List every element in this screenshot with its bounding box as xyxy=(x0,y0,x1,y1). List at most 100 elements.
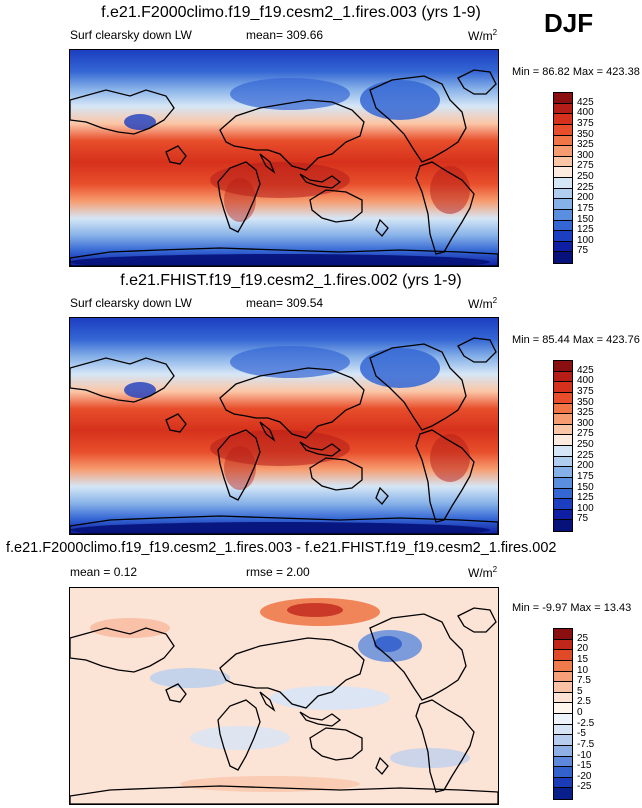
colorbar-tick-label: 125 xyxy=(577,224,594,236)
colorbar-swatch xyxy=(554,477,572,489)
colorbar-tick-label: 400 xyxy=(577,375,594,387)
colorbar-swatch xyxy=(554,724,572,736)
coastline xyxy=(259,153,276,174)
colorbar-tick-label: 425 xyxy=(577,96,594,108)
field-blob xyxy=(360,80,440,120)
colorbar-swatch xyxy=(554,361,572,372)
coastline xyxy=(299,441,342,457)
colorbar-swatch xyxy=(554,467,572,478)
panel3-minmax: Min = -9.97 Max = 13.43 xyxy=(512,602,632,614)
colorbar-swatch xyxy=(554,403,572,415)
colorbar-swatch xyxy=(554,382,572,393)
colorbar-tick-label: -10 xyxy=(577,749,592,761)
field-blob xyxy=(390,748,470,768)
coastline xyxy=(165,683,187,703)
colorbar-swatch xyxy=(554,424,572,436)
coastline xyxy=(70,247,498,266)
coastline xyxy=(369,613,467,701)
coastline xyxy=(70,357,175,403)
colorbar-swatch xyxy=(554,414,572,425)
coastline xyxy=(415,699,475,793)
colorbar-tick-label: 425 xyxy=(577,364,594,376)
colorbar-tick-label: 325 xyxy=(577,139,594,151)
colorbar-swatch xyxy=(554,788,572,799)
panel1-title: f.e21.F2000climo.f19_f19.cesm2_1.fires.0… xyxy=(101,4,481,21)
field-blob xyxy=(230,78,350,110)
colorbar-swatch xyxy=(554,156,572,168)
colorbar-swatch xyxy=(554,692,572,704)
colorbar-swatch xyxy=(554,178,572,189)
colorbar-swatch xyxy=(554,671,572,683)
colorbar-swatch xyxy=(554,682,572,693)
panel1-units: W/m2 xyxy=(468,28,498,43)
coastline xyxy=(415,429,475,523)
colorbar-tick-label: 375 xyxy=(577,117,594,129)
colorbar-swatch xyxy=(554,456,572,468)
coastline xyxy=(369,75,467,163)
coastline xyxy=(457,337,497,363)
coastline xyxy=(165,145,187,165)
colorbar-swatch xyxy=(554,93,572,104)
colorbar-tick-label: 175 xyxy=(577,202,594,214)
colorbar-swatch xyxy=(554,209,572,221)
coastline xyxy=(375,218,389,237)
colorbar-tick-label: 275 xyxy=(577,428,594,440)
field-blob xyxy=(374,636,402,652)
colorbar-tick-label: 150 xyxy=(577,481,594,493)
colorbar-tick-label: 20 xyxy=(577,643,589,655)
field-blob xyxy=(430,434,470,482)
colorbar-swatch xyxy=(554,745,572,757)
colorbar-tick-label: -7.5 xyxy=(577,738,595,750)
colorbar-tick-label: -5 xyxy=(577,728,586,740)
colorbar-swatch xyxy=(554,114,572,125)
coastline xyxy=(375,486,389,505)
coastline xyxy=(375,756,389,775)
colorbar-swatch xyxy=(554,767,572,778)
colorbar-swatch xyxy=(554,499,572,510)
colorbar-swatch xyxy=(554,703,572,714)
panel2-variable: Surf clearsky down LW xyxy=(70,296,192,310)
colorbar-tick-label: 175 xyxy=(577,470,594,482)
colorbar-swatch xyxy=(554,714,572,725)
colorbar-tick-label: 400 xyxy=(577,107,594,119)
panel2-colorbar xyxy=(553,360,573,532)
panel1-mean: mean= 309.66 xyxy=(246,28,324,42)
field-blob xyxy=(180,776,360,792)
colorbar-tick-label: 200 xyxy=(577,192,594,204)
colorbar-swatch xyxy=(554,146,572,157)
field-blob xyxy=(360,348,440,388)
colorbar-tick-label: 200 xyxy=(577,460,594,472)
panel2-minmax: Min = 85.44 Max = 423.76 xyxy=(512,334,640,346)
coastline xyxy=(309,727,363,761)
coastline xyxy=(217,429,261,501)
field-blob xyxy=(287,603,343,617)
colorbar-tick-label: -15 xyxy=(577,760,592,772)
colorbar-tick-label: 325 xyxy=(577,407,594,419)
coastline xyxy=(259,691,276,712)
colorbar-swatch xyxy=(554,509,572,521)
colorbar-tick-label: 5 xyxy=(577,685,583,697)
panel3-rmse: rmse = 2.00 xyxy=(246,565,310,579)
colorbar-tick-label: 0 xyxy=(577,707,583,718)
colorbar-swatch xyxy=(554,520,572,531)
colorbar-swatch xyxy=(554,735,572,746)
colorbar-tick-label: 225 xyxy=(577,449,594,461)
field-blob xyxy=(70,522,490,534)
panel3-title: f.e21.F2000climo.f19_f19.cesm2_1.fires.0… xyxy=(6,540,557,556)
field-blob xyxy=(124,382,156,398)
coastline xyxy=(309,457,363,491)
field-blob xyxy=(70,254,490,266)
colorbar-swatch xyxy=(554,241,572,253)
coastline xyxy=(219,99,365,171)
coastline xyxy=(299,711,342,727)
colorbar-tick-label: 75 xyxy=(577,513,589,525)
colorbar-tick-label: 2.5 xyxy=(577,696,591,708)
coastline xyxy=(457,607,497,633)
field-blob xyxy=(224,446,256,490)
field-blob xyxy=(270,686,390,710)
colorbar-tick-label: 150 xyxy=(577,213,594,225)
colorbar-tick-label: 225 xyxy=(577,181,594,193)
colorbar-swatch xyxy=(554,392,572,404)
colorbar-tick-label: 125 xyxy=(577,492,594,504)
panel3-colorbar xyxy=(553,628,573,800)
